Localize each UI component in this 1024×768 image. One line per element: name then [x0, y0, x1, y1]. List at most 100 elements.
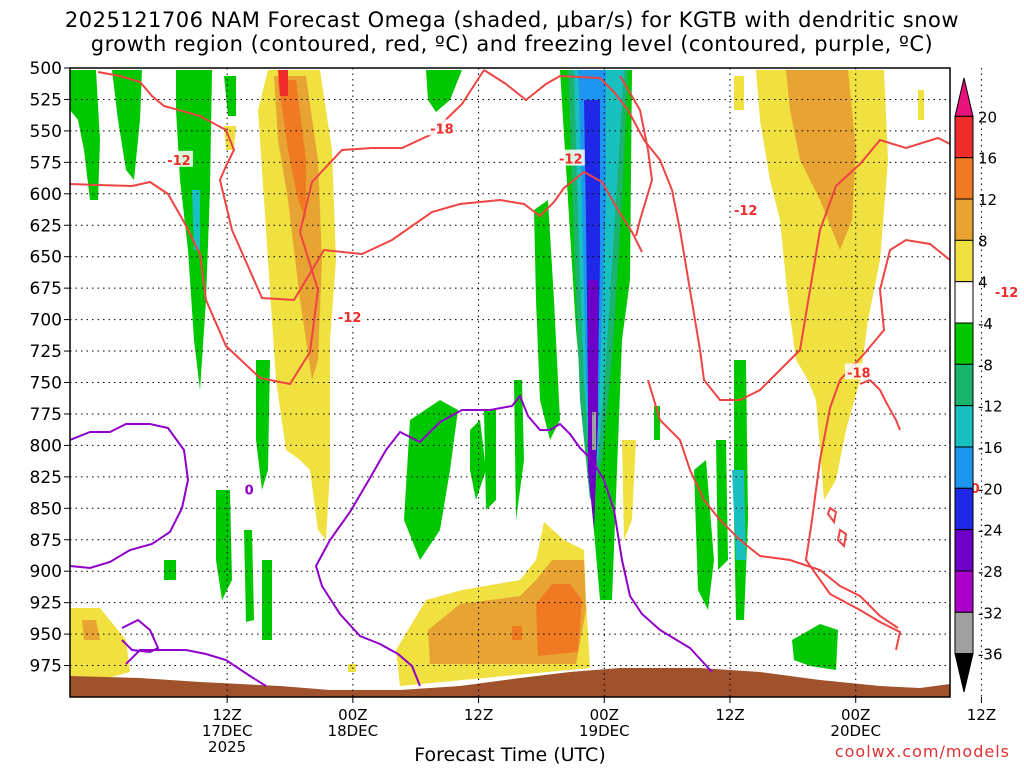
contour-label-bg [335, 308, 364, 325]
x-tick-label: 00Z [590, 706, 619, 724]
contour-label-bg [556, 149, 585, 166]
red-contour [97, 71, 643, 302]
purple-contour [70, 423, 190, 570]
chart-title: 2025121706 NAM Forecast Omega (shaded, μ… [0, 8, 1024, 56]
legend-swatch [954, 653, 974, 693]
contour-label-layer: -12 -18 -12 -12 -12 -18 -12 0 0 [164, 119, 1021, 498]
red-contour [826, 506, 838, 525]
legend-label: 20 [978, 108, 997, 126]
red-contour [859, 378, 901, 431]
shade-yellow [918, 90, 924, 120]
purple-contour [314, 394, 713, 687]
y-tick-label: 750 [30, 374, 62, 394]
contour-layer [70, 69, 950, 687]
purple-contour [125, 649, 267, 687]
x-tick-label: 17DEC [202, 722, 253, 740]
shade-yellow [70, 608, 130, 680]
legend-swatch [954, 77, 974, 117]
shade-lightorange [82, 620, 100, 640]
legend-swatch [954, 281, 974, 324]
legend-label: -16 [978, 439, 1003, 457]
shade-green [70, 70, 100, 200]
legend-label: -24 [978, 522, 1003, 540]
shade-green [404, 400, 458, 560]
legend-label: -20 [978, 480, 1003, 498]
shade-green [694, 460, 714, 610]
y-tick-label: 775 [30, 405, 62, 425]
site-credit[interactable]: coolwx.com/models [834, 742, 1010, 761]
y-tick-label: 925 [30, 594, 62, 614]
shade-green [514, 380, 524, 520]
shade-yellow [756, 70, 888, 500]
y-tick-label: 500 [30, 59, 62, 79]
legend-swatch [954, 322, 974, 365]
y-tick-label: 850 [30, 499, 62, 519]
shade-green [262, 560, 272, 640]
legend-swatch [954, 363, 974, 407]
y-tick-label: 550 [30, 122, 62, 142]
contour-label: -12 [559, 153, 583, 168]
contour-label: 0 [971, 482, 980, 497]
y-tick-label: 875 [30, 531, 62, 551]
legend-swatch [954, 487, 974, 531]
x-tick-label: 18DEC [328, 722, 379, 740]
y-tick-label: 650 [30, 248, 62, 268]
legend-swatch [954, 239, 974, 283]
shade-yellow [348, 664, 356, 672]
contour-label: -12 [338, 311, 362, 326]
colorbar-legend: 20 16 12 8 4 -4 -8 -12 -16 -20 -24 -28 -32 -36 [954, 77, 1003, 693]
shade-orange [512, 626, 522, 640]
y-axis: 500 525 550 575 600 625 650 675 700 725 750 775 800 8… [30, 59, 70, 677]
red-contour [804, 238, 950, 651]
x-tick-label: 12Z [715, 706, 744, 724]
title-line-2: growth region (contoured, red, ºC) and f… [90, 32, 934, 56]
contour-label: 0 [245, 483, 254, 498]
red-contour [647, 379, 899, 629]
legend-swatch [954, 611, 974, 655]
shade-green [484, 410, 496, 510]
shade-green [224, 76, 236, 116]
red-contour [619, 75, 654, 237]
legend-label: -28 [978, 563, 1003, 581]
shade-green [216, 490, 232, 600]
contour-label: -18 [430, 122, 454, 137]
shade-gray [592, 412, 596, 450]
contour-label-bg [164, 150, 193, 167]
x-tick-label: 12Z [212, 706, 241, 724]
y-tick-label: 900 [30, 562, 62, 582]
legend-label: -4 [978, 315, 993, 333]
shade-green [716, 440, 728, 570]
x-axis-title: Forecast Time (UTC) [414, 744, 606, 766]
contour-label-bg [992, 282, 1021, 299]
contour-label: -18 [847, 366, 871, 381]
contour-label-bg [243, 480, 256, 497]
contour-label: -12 [167, 154, 191, 169]
contour-label: -12 [734, 204, 758, 219]
shade-green [534, 200, 560, 440]
shade-cyan [732, 470, 746, 560]
legend-swatch [954, 115, 974, 159]
legend-label: 16 [978, 150, 997, 168]
shade-green [470, 420, 486, 500]
shade-yellow [622, 440, 636, 540]
y-tick-label: 575 [30, 153, 62, 173]
legend-label: -36 [978, 646, 1003, 664]
red-contour [836, 528, 848, 549]
y-tick-label: 950 [30, 625, 62, 645]
x-tick-label: 12Z [967, 706, 996, 724]
legend-swatch [954, 198, 974, 241]
shade-lightorange [786, 70, 856, 250]
shade-orange [278, 80, 306, 220]
red-contour [70, 69, 485, 386]
legend-swatch [954, 157, 974, 200]
shade-green [256, 360, 270, 490]
contour-label-bg [844, 363, 873, 380]
shade-orange [536, 584, 582, 656]
shade-green [426, 70, 462, 112]
grid-lines [70, 67, 982, 697]
x-tick-label: 12Z [464, 706, 493, 724]
legend-label: 8 [978, 232, 988, 250]
y-tick-label: 625 [30, 216, 62, 236]
